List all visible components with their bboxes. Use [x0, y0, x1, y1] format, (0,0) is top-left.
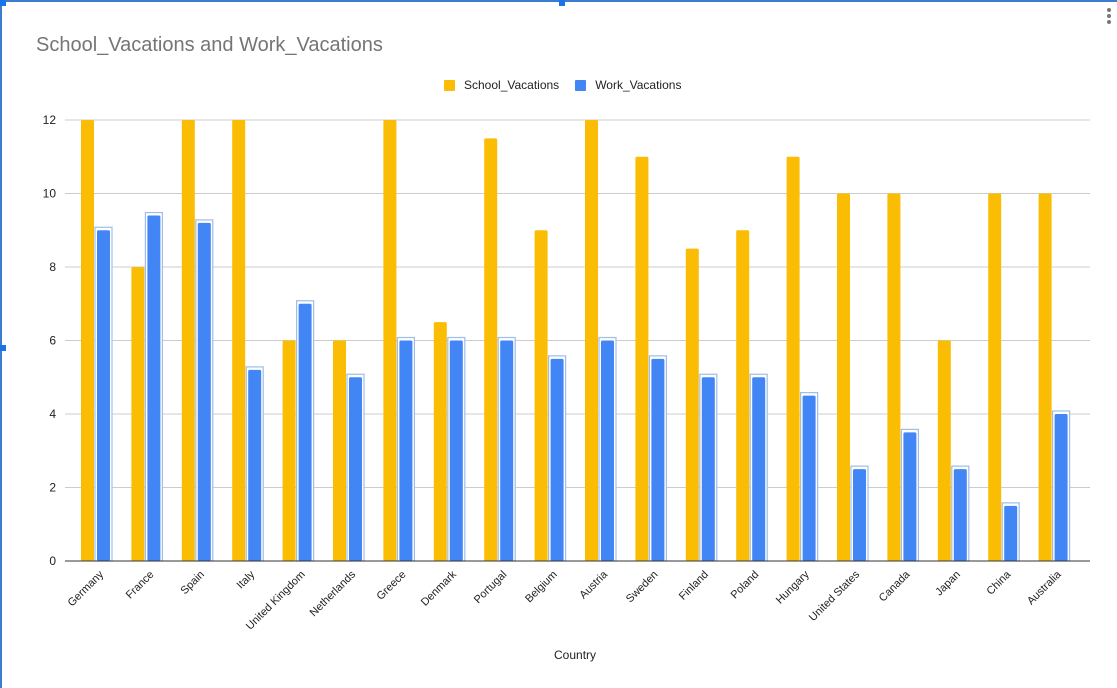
x-tick-label: Hungary — [774, 568, 812, 606]
bar-school-vacations — [181, 120, 195, 561]
bar-work-vacations — [853, 469, 866, 561]
bar-work-vacations — [147, 215, 161, 562]
resize-handle-middle-left[interactable] — [0, 345, 6, 351]
x-tick-label: United States — [807, 568, 863, 624]
chart-legend: School_Vacations Work_Vacations — [444, 78, 697, 92]
bar-school-vacations — [333, 340, 346, 561]
chart-more-options-icon[interactable] — [1105, 8, 1113, 28]
bar-school-vacations — [484, 138, 498, 561]
x-tick-label: Austria — [577, 568, 610, 601]
x-tick-label: Sweden — [624, 569, 661, 606]
legend-item-work-vacations[interactable]: Work_Vacations — [575, 78, 681, 92]
x-tick-label: Portugal — [472, 569, 509, 606]
bar-school-vacations — [232, 120, 246, 561]
bar-school-vacations — [837, 193, 850, 561]
x-tick-label: Italy — [235, 568, 258, 591]
x-tick-label: Australia — [1025, 568, 1064, 607]
x-tick-label: Finland — [677, 569, 711, 603]
chart-selection-border-top — [0, 0, 1117, 2]
y-tick-label: 10 — [43, 187, 57, 201]
bar-work-vacations — [802, 395, 816, 561]
y-tick-label: 12 — [43, 113, 57, 127]
bar-school-vacations — [786, 156, 800, 561]
bar-school-vacations — [736, 230, 750, 561]
bar-work-vacations — [298, 303, 312, 561]
y-tick-label: 4 — [49, 407, 56, 421]
bar-school-vacations — [988, 193, 1002, 561]
chart-title: School_Vacations and Work_Vacations — [36, 34, 383, 56]
y-tick-label: 2 — [49, 481, 56, 495]
x-tick-label: Netherlands — [308, 568, 359, 619]
bar-school-vacations — [1038, 193, 1052, 561]
x-tick-label: Belgium — [523, 569, 560, 606]
bar-school-vacations — [433, 322, 447, 561]
x-axis-title: Country — [554, 648, 597, 662]
x-tick-label: Japan — [933, 569, 963, 599]
bar-work-vacations — [97, 230, 110, 561]
legend-swatch-school-vacations — [444, 79, 455, 91]
legend-item-school-vacations[interactable]: School_Vacations — [444, 78, 559, 92]
bar-work-vacations — [197, 222, 211, 561]
bar-work-vacations — [449, 340, 463, 561]
y-tick-label: 6 — [49, 334, 56, 348]
x-tick-label: Canada — [877, 568, 913, 604]
x-tick-label: Poland — [729, 569, 762, 602]
bar-school-vacations — [131, 267, 145, 561]
bar-work-vacations — [752, 377, 766, 561]
legend-label-school-vacations: School_Vacations — [464, 78, 560, 92]
x-tick-label: China — [985, 568, 1014, 597]
x-tick-label: Germany — [66, 568, 107, 609]
x-tick-label: Greece — [375, 569, 409, 603]
bar-work-vacations — [601, 340, 614, 561]
resize-handle-top-left[interactable] — [0, 0, 6, 6]
legend-swatch-work-vacations — [575, 79, 587, 91]
bar-work-vacations — [550, 358, 564, 561]
bar-school-vacations — [383, 120, 397, 561]
x-tick-label: Denmark — [419, 568, 459, 608]
bar-work-vacations — [1054, 414, 1068, 561]
bar-work-vacations — [500, 340, 514, 561]
bar-work-vacations — [953, 469, 967, 561]
bar-work-vacations — [248, 369, 262, 561]
bar-school-vacations — [585, 120, 598, 561]
bar-work-vacations — [399, 340, 413, 561]
y-tick-label: 8 — [49, 260, 56, 274]
bar-work-vacations — [651, 358, 665, 561]
x-tick-label: Spain — [179, 569, 207, 597]
y-tick-label: 0 — [49, 554, 56, 568]
bar-work-vacations — [349, 377, 362, 561]
bar-school-vacations — [282, 340, 296, 561]
bar-work-vacations — [903, 432, 917, 561]
bar-work-vacations — [701, 377, 715, 561]
resize-handle-top-center[interactable] — [559, 0, 565, 6]
bar-school-vacations — [887, 193, 901, 561]
bar-school-vacations — [534, 230, 548, 561]
bar-school-vacations — [937, 340, 951, 561]
bar-work-vacations — [1004, 505, 1018, 561]
x-tick-label: France — [124, 569, 157, 602]
bar-school-vacations — [635, 156, 649, 561]
chart-selection-border-left — [0, 0, 2, 688]
bar-school-vacations — [685, 248, 699, 561]
legend-label-work-vacations: Work_Vacations — [595, 78, 682, 92]
bar-school-vacations — [81, 120, 94, 561]
